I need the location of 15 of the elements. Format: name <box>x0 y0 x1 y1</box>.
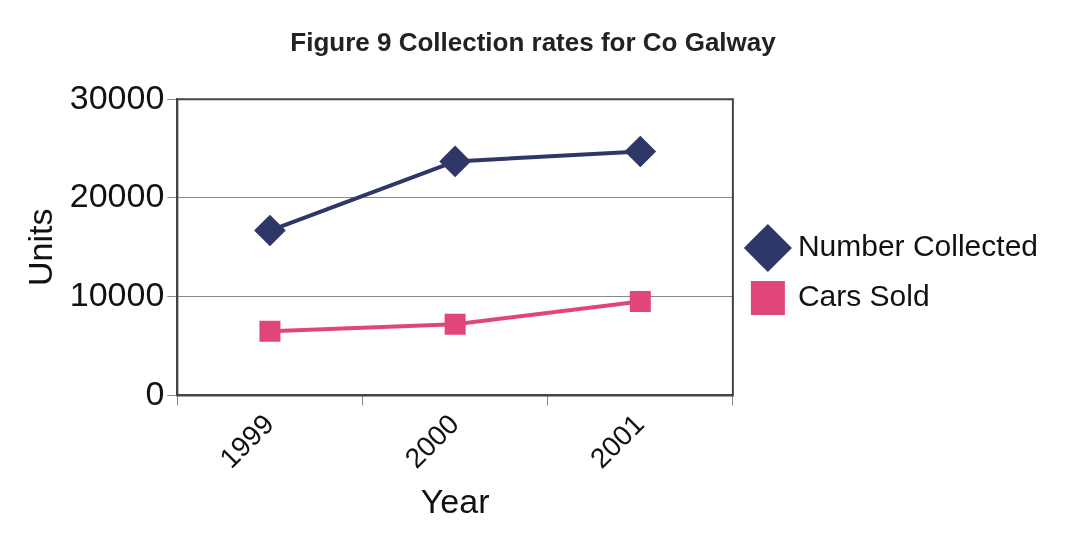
y-tick-label: 10000 <box>69 275 165 314</box>
point <box>444 313 466 335</box>
x-axis-title: Year <box>420 481 490 520</box>
point <box>440 146 471 177</box>
point <box>254 215 285 246</box>
point <box>625 136 656 167</box>
chart-title: Figure 9 Collection rates for Co Galway <box>290 26 777 57</box>
y-tick-label: 0 <box>145 373 165 412</box>
y-axis-title: Units <box>20 208 59 287</box>
point <box>629 291 651 313</box>
y-tick-label: 30000 <box>69 77 165 116</box>
point <box>259 320 281 342</box>
y-tick-label: 20000 <box>69 176 165 215</box>
legend-label: Cars Sold <box>797 279 930 313</box>
legend-label: Number Collected <box>797 229 1039 263</box>
